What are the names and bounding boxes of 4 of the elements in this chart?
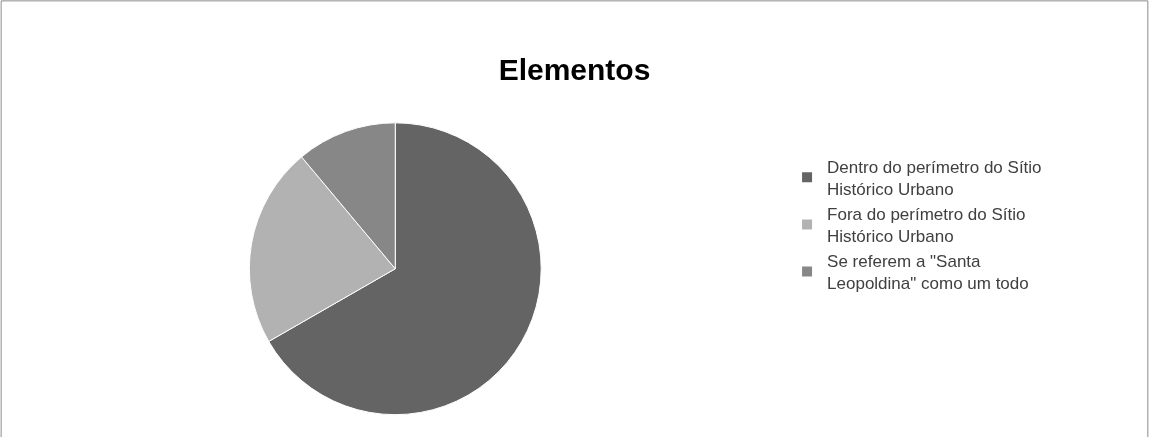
chart-title: Elementos: [498, 53, 651, 87]
legend-label: Dentro do perímetro do Sítio Histórico Urbano: [827, 157, 1042, 199]
legend-label: Se referem a "Santa Leopoldina" como um todo: [827, 252, 1029, 294]
legend-label: Fora do perímetro do Sítio Histórico Urbano: [827, 204, 1026, 247]
